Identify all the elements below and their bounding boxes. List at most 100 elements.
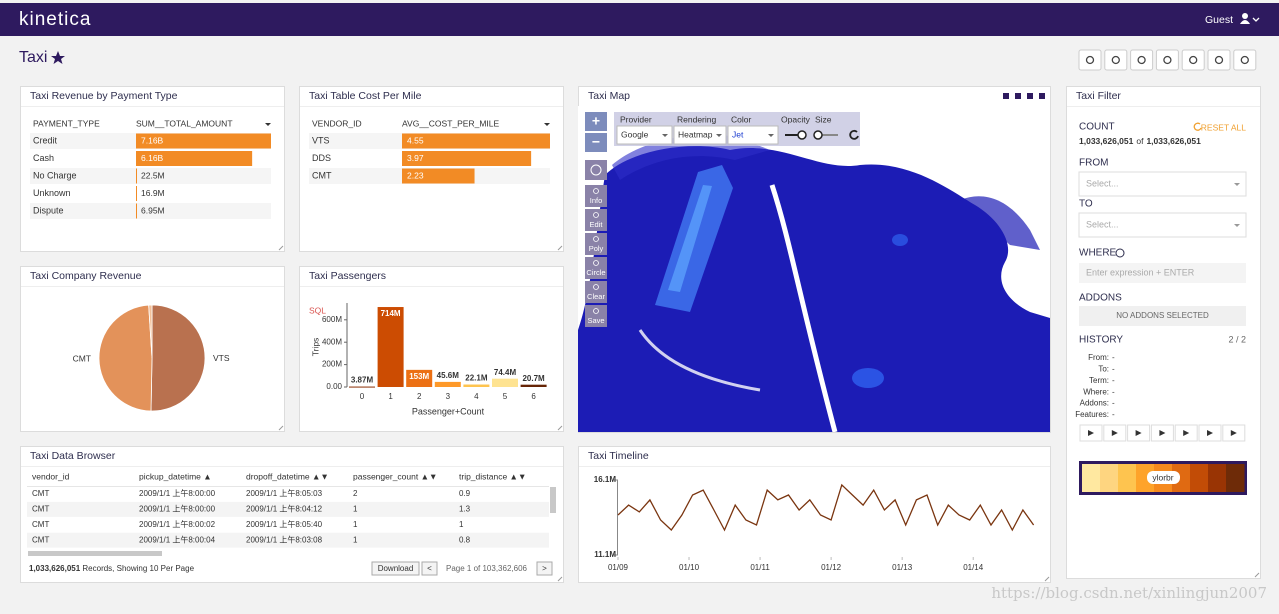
- tool-button[interactable]: [585, 281, 607, 303]
- top-bar: [0, 3, 1279, 36]
- globe-button[interactable]: [585, 160, 607, 180]
- select-box[interactable]: [673, 125, 727, 145]
- user-icon[interactable]: [1240, 13, 1260, 24]
- records-count: 1,033,626,051: [29, 564, 81, 573]
- count: 1,033,626,051 of 1,033,626,051: [1079, 136, 1201, 146]
- sql-label[interactable]: SQL: [309, 305, 326, 315]
- page-title: Taxi: [19, 49, 47, 66]
- cell: 2: [353, 489, 358, 498]
- info-icon: [1115, 248, 1125, 258]
- colormap-swatch: [1208, 464, 1227, 492]
- toolbar-button[interactable]: [1207, 49, 1231, 71]
- row-background: [27, 532, 549, 548]
- row-background: [30, 185, 271, 202]
- row-label: Cash: [33, 153, 54, 163]
- toolbar-button[interactable]: [1181, 49, 1205, 71]
- tool-button[interactable]: [585, 305, 607, 327]
- value-label: 20.7M: [522, 374, 545, 383]
- globe-icon: [590, 164, 602, 176]
- cell: CMT: [32, 535, 49, 544]
- x-tick-label: 01/12: [821, 563, 842, 572]
- value-label: 714M: [381, 309, 401, 318]
- toolbar: [1078, 49, 1257, 71]
- toolbar-icon: [1214, 55, 1224, 65]
- x-tick-label: 1: [388, 392, 393, 401]
- zoom-button[interactable]: [585, 133, 607, 152]
- from-select[interactable]: [1078, 171, 1247, 197]
- column-header[interactable]: passenger_count ▲▼: [353, 471, 437, 481]
- row-background: [27, 517, 549, 533]
- select-box[interactable]: [727, 125, 779, 145]
- tool-button[interactable]: [585, 233, 607, 255]
- user-name[interactable]: Guest: [1205, 14, 1233, 26]
- select-value: Heatmap: [678, 129, 713, 139]
- favorite-star[interactable]: [51, 51, 65, 64]
- prev-button[interactable]: [421, 561, 438, 576]
- panel-title: Taxi Filter: [1076, 90, 1121, 102]
- x-tick-label: 3: [446, 392, 451, 401]
- bar: [406, 369, 433, 387]
- tool-button[interactable]: [585, 185, 607, 207]
- column-header[interactable]: trip_distance ▲▼: [459, 471, 526, 481]
- column-header[interactable]: dropoff_datetime ▲▼: [246, 471, 329, 481]
- to-select[interactable]: [1078, 212, 1247, 238]
- column-header[interactable]: pickup_datetime ▲: [139, 471, 212, 481]
- select-box[interactable]: [616, 125, 673, 145]
- next-button[interactable]: [536, 561, 553, 576]
- select-value: Jet: [732, 129, 744, 139]
- row-label: Unknown: [33, 188, 71, 198]
- reset-all[interactable]: RESET ALL: [1201, 122, 1246, 132]
- panel-icon[interactable]: [1015, 93, 1021, 99]
- toolbar-button[interactable]: [1155, 49, 1179, 71]
- cell: 2009/1/1 上午8:03:08: [246, 534, 323, 544]
- column-header: VENDOR_ID: [312, 118, 362, 128]
- history-value: -: [1112, 387, 1115, 396]
- refresh-icon[interactable]: [849, 129, 859, 140]
- resize-handle: [278, 425, 284, 431]
- panel: [299, 266, 564, 432]
- cell: 2009/1/1 上午8:00:00: [139, 504, 216, 514]
- y-tick-label: 11.1M: [594, 550, 616, 559]
- x-tick-label: 01/10: [679, 563, 700, 572]
- toolbar-button[interactable]: [1104, 49, 1128, 71]
- bar: [463, 384, 490, 387]
- colormap-swatch: [1226, 464, 1245, 492]
- control-label: Color: [731, 114, 751, 124]
- history-value: -: [1112, 399, 1115, 408]
- tool-button[interactable]: [585, 257, 607, 279]
- zoom-button[interactable]: [585, 112, 607, 131]
- download-label: Download: [378, 564, 414, 573]
- colormap-swatch: [1082, 464, 1101, 492]
- bar: [402, 168, 475, 184]
- row-background: [30, 203, 271, 219]
- panel-icon[interactable]: [1003, 93, 1009, 99]
- resize-handle: [1044, 576, 1050, 582]
- slider-knob[interactable]: [813, 130, 823, 140]
- bar: [434, 381, 461, 387]
- download-button[interactable]: [371, 561, 420, 576]
- tool-button[interactable]: [585, 209, 607, 231]
- control-label: Provider: [620, 114, 652, 124]
- from-label: FROM: [1079, 158, 1108, 169]
- slider-knob[interactable]: [797, 130, 807, 140]
- panel-icon[interactable]: [1039, 93, 1045, 99]
- value-label: 2.23: [407, 170, 424, 180]
- panel-title: Taxi Revenue by Payment Type: [30, 90, 178, 102]
- pie-label: CMT: [73, 354, 91, 364]
- column-header[interactable]: vendor_id: [32, 471, 70, 481]
- sort-icon: [544, 123, 550, 126]
- x-tick-label: 01/09: [608, 563, 629, 572]
- select-caret: [716, 134, 722, 137]
- logo[interactable]: kinetica: [19, 9, 91, 30]
- colormap-tag[interactable]: [1147, 471, 1180, 484]
- where-input[interactable]: [1079, 263, 1246, 283]
- control-label: Opacity: [781, 114, 811, 124]
- panel-icon[interactable]: [1027, 93, 1033, 99]
- toolbar-button[interactable]: [1130, 49, 1154, 71]
- prev-label: <: [427, 564, 432, 573]
- panel: [1066, 86, 1261, 579]
- toolbar-button[interactable]: [1233, 49, 1257, 71]
- value-label: 3.87M: [351, 376, 374, 385]
- history-value: -: [1112, 410, 1115, 419]
- toolbar-button[interactable]: [1078, 49, 1102, 71]
